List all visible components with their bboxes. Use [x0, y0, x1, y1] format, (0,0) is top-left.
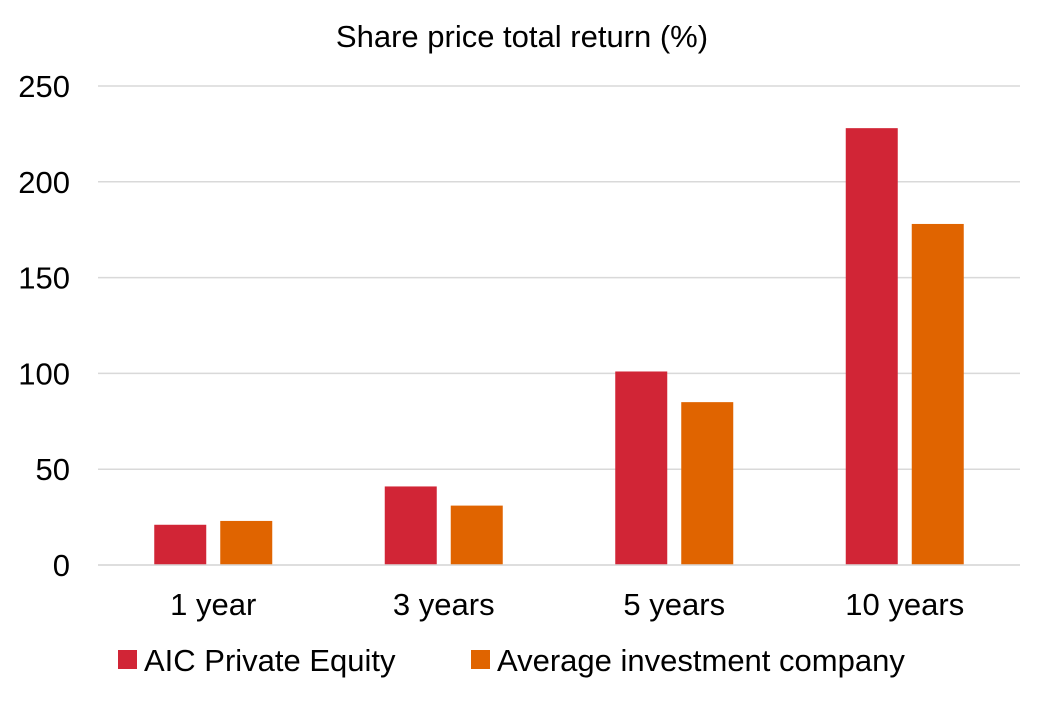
bar-average-investment-company — [450, 505, 503, 565]
x-tick-label: 5 years — [623, 587, 725, 622]
x-tick-label: 10 years — [845, 587, 964, 622]
bar-aic-private-equity — [845, 128, 898, 566]
y-axis-tick-labels: 0 50 100 150 200 250 — [18, 69, 70, 583]
y-tick-label: 250 — [18, 69, 70, 104]
legend-label: AIC Private Equity — [144, 643, 396, 678]
bar-aic-private-equity — [154, 524, 207, 565]
legend-label: Average investment company — [497, 643, 905, 678]
y-tick-label: 100 — [18, 356, 70, 391]
bar-aic-private-equity — [615, 371, 668, 565]
y-tick-label: 200 — [18, 165, 70, 200]
x-tick-label: 3 years — [393, 587, 495, 622]
bar-aic-private-equity — [384, 486, 437, 565]
bar-average-investment-company — [681, 402, 734, 565]
chart-title: Share price total return (%) — [336, 19, 708, 54]
x-axis-tick-labels: 1 year 3 years 5 years 10 years — [170, 587, 964, 622]
y-tick-label: 150 — [18, 261, 70, 296]
x-tick-label: 1 year — [170, 587, 256, 622]
bars — [98, 128, 1020, 566]
legend-swatch — [471, 650, 490, 669]
y-tick-label: 50 — [36, 452, 70, 487]
legend: AIC Private Equity Average investment com… — [118, 643, 905, 678]
y-tick-label: 0 — [53, 548, 70, 583]
bar-average-investment-company — [911, 223, 964, 565]
bar-average-investment-company — [220, 520, 273, 565]
legend-swatch — [118, 650, 137, 669]
